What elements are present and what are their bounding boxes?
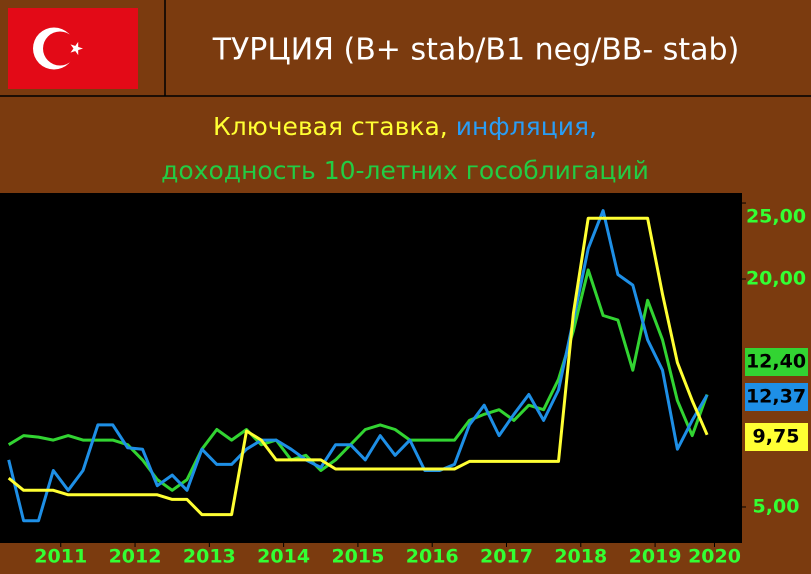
legend-entry: Ключевая ставка,: [213, 112, 448, 141]
end-label-box: [745, 348, 808, 376]
y-tick-label: 5,00: [753, 495, 800, 517]
crescent: [43, 31, 77, 66]
subtitle: Ключевая ставка, инфляция,: [213, 112, 597, 141]
x-tick-label: 2012: [109, 546, 162, 568]
flag: [8, 8, 138, 89]
x-tick-label: 2011: [34, 546, 87, 568]
end-label-box: [745, 423, 808, 451]
end-label: 12,37: [746, 386, 806, 408]
x-tick-label: 2017: [480, 546, 533, 568]
series-line: [7, 216, 709, 517]
end-label: 12,40: [746, 351, 806, 373]
legend-entry: инфляция,: [456, 112, 597, 141]
chart-title: ТУРЦИЯ (B+ stab/B1 neg/BB- stab): [212, 33, 740, 68]
x-tick-label: 2019: [629, 546, 682, 568]
x-tick-label: 2016: [406, 546, 459, 568]
plot-area: [0, 193, 742, 543]
star: [70, 41, 83, 56]
x-tick-label: 2013: [183, 546, 236, 568]
x-tick-label: 2018: [554, 546, 607, 568]
x-tick-label: 2015: [331, 546, 384, 568]
end-label-box: [745, 383, 808, 411]
x-tick-label: 2014: [257, 546, 310, 568]
x-tick-label: 2020: [688, 546, 741, 568]
y-tick-label: 20,00: [746, 268, 806, 290]
y-tick-label: 25,00: [746, 206, 806, 228]
series-line: [7, 209, 709, 523]
end-label: 9,75: [753, 426, 800, 448]
legend-entry: доходность 10-летних гособлигаций: [161, 156, 649, 185]
